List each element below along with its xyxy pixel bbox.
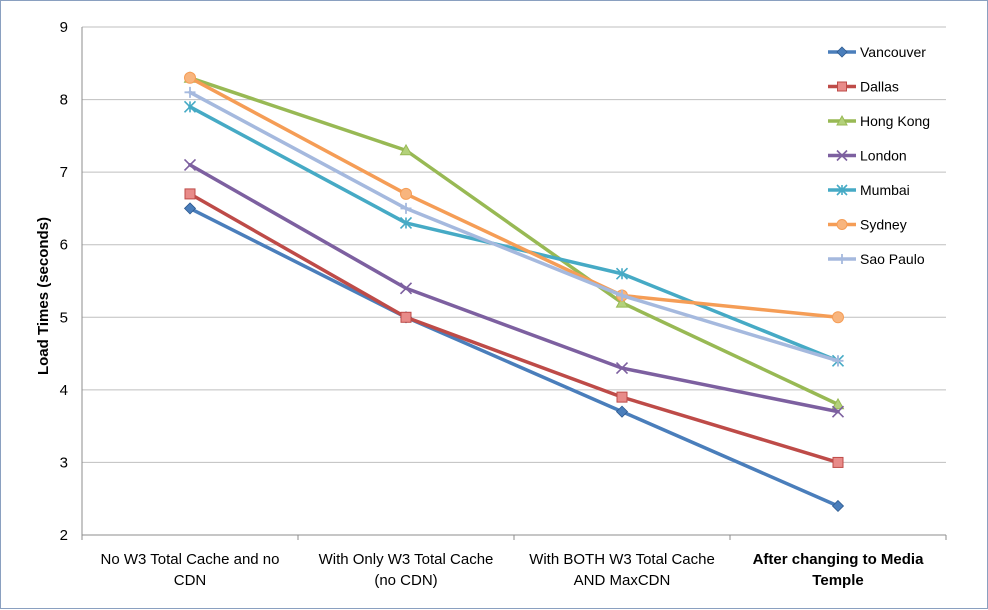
data-point — [184, 71, 196, 84]
x-category-label: No W3 Total Cache and no CDN — [101, 551, 280, 589]
data-point — [615, 405, 629, 418]
data-point — [184, 86, 196, 98]
data-point — [832, 311, 844, 324]
series-line — [188, 90, 840, 363]
legend-item: Sydney — [828, 217, 907, 233]
series-line — [188, 163, 840, 414]
data-point — [399, 282, 413, 295]
legend: Vancouver Dallas Hong Kong London Mumbai Sydn… — [828, 44, 930, 267]
data-point — [400, 311, 412, 323]
data-point — [616, 290, 628, 302]
legend-label: Hong Kong — [860, 113, 930, 129]
legend-item: Mumbai — [828, 182, 910, 198]
legend-marker — [836, 149, 848, 162]
legend-label: Dallas — [860, 79, 899, 95]
data-point — [832, 456, 844, 468]
y-tick-label: 4 — [60, 382, 68, 399]
data-point — [183, 202, 197, 215]
data-point — [399, 216, 413, 230]
data-point — [615, 296, 629, 308]
legend-label: London — [860, 148, 907, 164]
data-point — [616, 391, 628, 403]
data-point — [831, 397, 845, 410]
series-line — [188, 76, 840, 320]
data-point — [400, 202, 412, 214]
legend-marker — [836, 219, 848, 230]
series-sao-paulo — [184, 86, 844, 367]
x-category-label: After changing to Media Temple — [753, 551, 924, 589]
series-lines — [183, 71, 845, 513]
series-hong-kong — [183, 71, 845, 410]
legend-item: Dallas — [828, 79, 899, 95]
legend-marker — [837, 254, 847, 264]
data-point — [615, 362, 629, 375]
series-sydney — [184, 71, 844, 324]
series-line — [188, 206, 840, 508]
legend-label: Mumbai — [860, 182, 910, 198]
data-point — [831, 405, 845, 418]
data-point — [183, 158, 197, 171]
legend-marker — [837, 81, 847, 92]
y-axis-ticks: 2 3 4 5 6 7 8 9 — [60, 19, 68, 544]
x-category-label: With BOTH W3 Total Cache AND MaxCDN — [529, 551, 715, 589]
y-tick-label: 6 — [60, 237, 68, 254]
x-category-label: With Only W3 Total Cache (no CDN) — [319, 551, 494, 589]
series-london — [183, 158, 845, 418]
legend-item: London — [828, 148, 907, 164]
legend-item: Hong Kong — [828, 113, 930, 129]
y-tick-label: 2 — [60, 527, 68, 544]
data-point — [615, 267, 629, 280]
y-tick-label: 9 — [60, 19, 68, 36]
series-dallas — [184, 188, 844, 468]
data-point — [400, 187, 412, 200]
y-tick-label: 5 — [60, 309, 68, 326]
y-tick-label: 8 — [60, 92, 68, 109]
data-point — [832, 355, 844, 367]
legend-marker — [836, 114, 848, 126]
legend-item: Sao Paulo — [828, 251, 925, 267]
legend-label: Sydney — [860, 217, 907, 233]
y-tick-label: 3 — [60, 454, 68, 471]
series-line — [188, 76, 840, 407]
data-point — [184, 188, 196, 200]
legend-item: Vancouver — [828, 44, 926, 60]
series-line — [188, 192, 840, 465]
y-tick-label: 7 — [60, 164, 68, 181]
data-point — [399, 143, 413, 156]
data-point — [183, 100, 197, 113]
y-axis-title: Load Times (seconds) — [35, 217, 52, 375]
series-line — [188, 105, 840, 363]
data-point — [831, 499, 845, 513]
legend-marker — [836, 184, 848, 196]
legend-label: Sao Paulo — [860, 251, 925, 267]
legend-marker — [836, 46, 848, 58]
x-axis-categories: No W3 Total Cache and no CDN With Only W3 … — [101, 551, 925, 589]
legend-label: Vancouver — [860, 44, 926, 60]
